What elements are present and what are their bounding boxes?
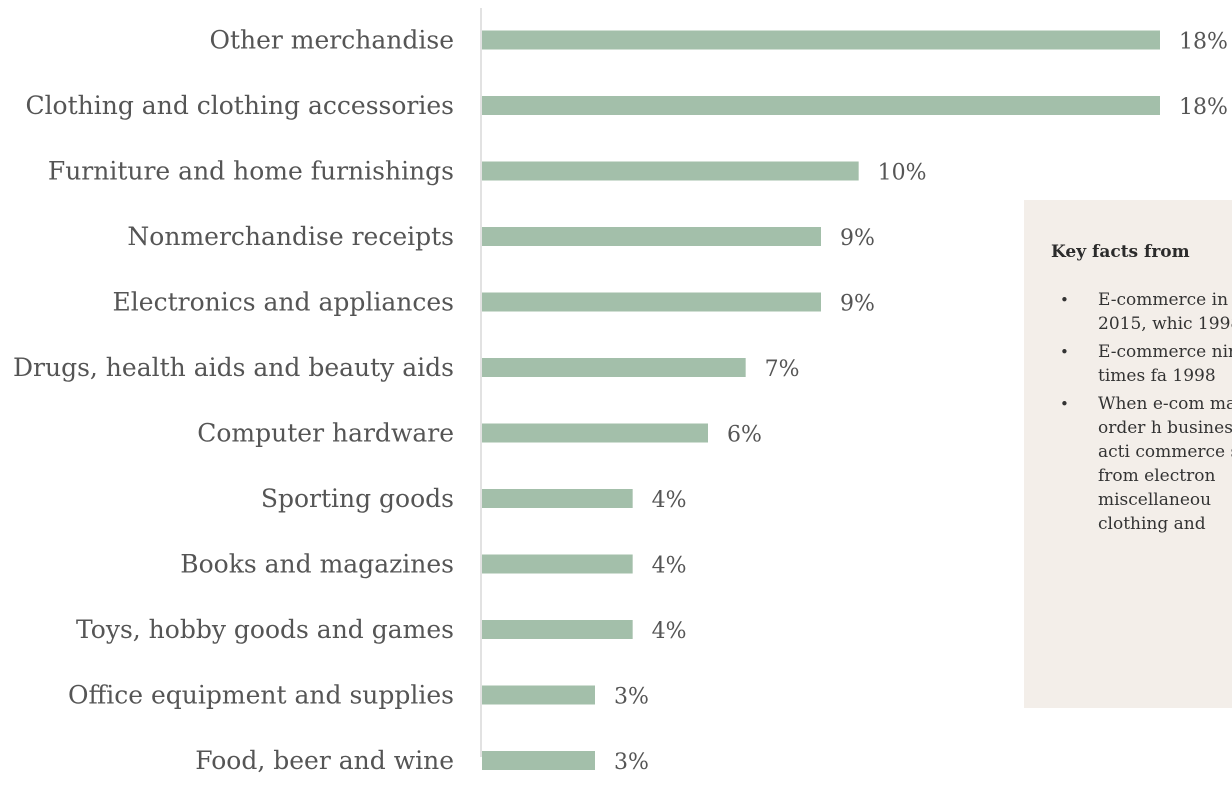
- key-facts-title: Key facts from: [1051, 242, 1190, 262]
- bar: [482, 96, 1160, 115]
- value-label: 3%: [614, 685, 649, 710]
- category-label: Sporting goods: [261, 484, 454, 513]
- bar: [482, 30, 1160, 50]
- key-fact-text: E-commerce in 2015, whic 1998: [1098, 290, 1232, 334]
- bar: [482, 292, 821, 312]
- value-label: 3%: [614, 750, 649, 775]
- category-label: Toys, hobby goods and games: [76, 615, 454, 644]
- value-label: 10%: [878, 161, 927, 186]
- bar: [482, 620, 633, 639]
- value-label: 18%: [1179, 30, 1228, 55]
- key-fact-item: • E-commerce nine times fa 1998: [1051, 340, 1232, 388]
- bullet-marker: •: [1060, 395, 1069, 413]
- value-label: 4%: [652, 488, 687, 513]
- bar: [482, 423, 708, 443]
- key-facts-panel: Key facts from • E-commerce in 2015, whi…: [1024, 200, 1232, 708]
- value-labels: 18% 18% 10% 9% 9% 7% 6% 4% 4% 4% 3% 3%: [614, 30, 1228, 776]
- category-label: Nonmerchandise receipts: [127, 222, 454, 251]
- category-label: Clothing and clothing accessories: [25, 91, 454, 120]
- bar: [482, 751, 595, 770]
- category-label: Food, beer and wine: [195, 746, 454, 775]
- value-label: 4%: [652, 619, 687, 644]
- bar: [482, 358, 746, 377]
- category-label: Drugs, health aids and beauty aids: [13, 353, 454, 382]
- key-fact-text: When e-com mail-order h business acti co…: [1098, 394, 1232, 534]
- category-label: Books and magazines: [180, 550, 454, 579]
- bar: [482, 554, 633, 574]
- bullet-marker: •: [1060, 343, 1069, 361]
- category-label: Furniture and home furnishings: [48, 157, 454, 186]
- category-label: Office equipment and supplies: [68, 681, 454, 710]
- category-label: Computer hardware: [197, 419, 454, 448]
- key-fact-item: • When e-com mail-order h business acti …: [1051, 392, 1232, 536]
- bar: [482, 685, 595, 705]
- category-label: Electronics and appliances: [113, 288, 454, 317]
- bar: [482, 161, 859, 181]
- value-label: 7%: [765, 357, 800, 382]
- key-fact-item: • E-commerce in 2015, whic 1998: [1051, 288, 1232, 336]
- category-label: Other merchandise: [209, 26, 454, 55]
- key-facts-list: • E-commerce in 2015, whic 1998 • E-comm…: [1051, 288, 1232, 536]
- category-labels: Other merchandise Clothing and clothing a…: [13, 26, 454, 776]
- bullet-marker: •: [1060, 291, 1069, 309]
- key-fact-text: E-commerce nine times fa 1998: [1098, 342, 1232, 386]
- value-label: 9%: [840, 292, 875, 317]
- value-label: 6%: [727, 423, 762, 448]
- bar: [482, 489, 633, 508]
- value-label: 4%: [652, 554, 687, 579]
- bar: [482, 227, 821, 246]
- bars: [482, 30, 1160, 770]
- value-label: 18%: [1179, 95, 1228, 120]
- value-label: 9%: [840, 226, 875, 251]
